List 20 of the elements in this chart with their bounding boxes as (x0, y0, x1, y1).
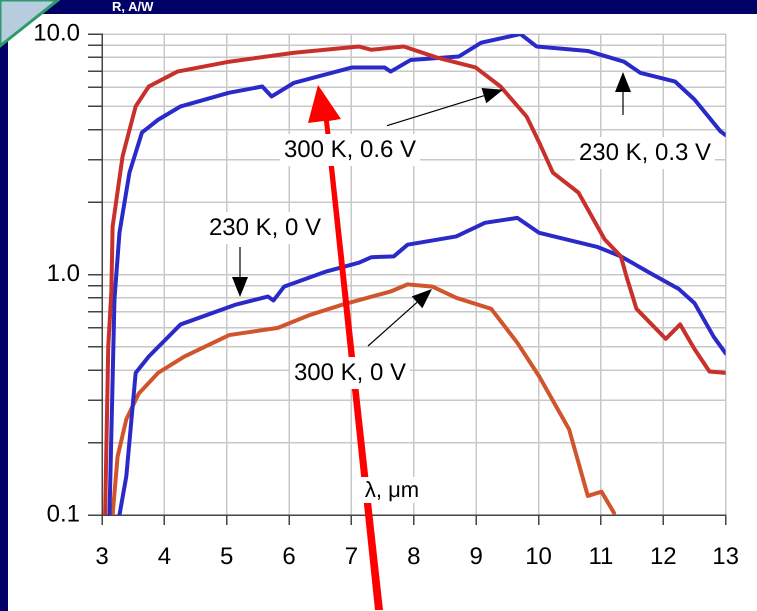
x-tick-label: 12 (650, 543, 677, 570)
x-tick-label: 9 (470, 543, 483, 570)
x-tick-label: 3 (95, 543, 109, 570)
annotation: 300 K, 0 V (290, 357, 410, 389)
x-tick-label: 7 (344, 543, 358, 570)
y-tick-label: 10.0 (33, 20, 80, 47)
x-tick-label: 11 (588, 543, 614, 570)
x-tick-label: 4 (158, 543, 172, 570)
x-tick-label: 8 (407, 543, 421, 570)
annotation: 230 K, 0.3 V (574, 137, 716, 169)
x-tick-label: 5 (220, 543, 234, 570)
x-axis-title: λ, μm (360, 477, 424, 503)
annotation: 230 K, 0 V (204, 212, 326, 244)
annotation: 300 K, 0.6 V (280, 134, 420, 166)
y-tick-label: 0.1 (46, 500, 80, 528)
x-tick-label: 13 (712, 543, 740, 570)
x-tick-label: 6 (282, 543, 296, 570)
y-tick-label: 1.0 (46, 260, 80, 288)
y-axis-title: R, A/W (112, 0, 154, 14)
x-tick-label: 10 (525, 543, 552, 570)
